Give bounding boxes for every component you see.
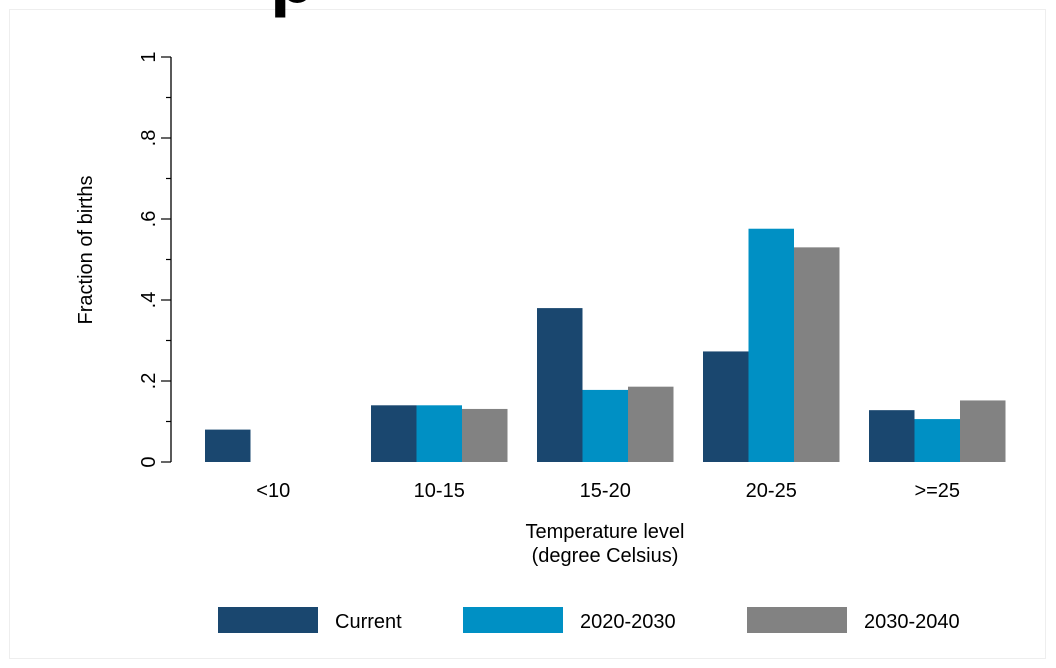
bar — [582, 389, 628, 462]
y-tick-label: 1 — [138, 51, 160, 62]
bar — [960, 400, 1006, 462]
legend-swatch — [463, 607, 563, 633]
x-axis-title: Temperature level — [526, 521, 685, 543]
bar — [914, 419, 960, 462]
x-tick-label: <10 — [256, 480, 290, 502]
bar — [205, 429, 251, 462]
clipped-title-fragment: p — [270, 0, 315, 14]
y-tick-label: .8 — [138, 130, 160, 147]
bar — [628, 386, 674, 462]
legend-swatch — [218, 607, 318, 633]
bar — [794, 247, 840, 462]
x-tick-label: 10-15 — [414, 480, 465, 502]
bar — [703, 351, 749, 462]
bars — [205, 228, 1006, 462]
y-tick-label: .2 — [138, 373, 160, 390]
bar — [537, 308, 583, 462]
axis-titles: Temperature level(degree Celsius) Fractio… — [75, 176, 684, 567]
chart-frame — [9, 9, 1046, 659]
y-axis-title: Fraction of births — [75, 176, 97, 325]
y-tick-label: .4 — [138, 292, 160, 309]
y-tick-label: .6 — [138, 211, 160, 228]
legend-swatch — [747, 607, 847, 633]
y-tick-label: 0 — [138, 456, 160, 467]
x-tick-label: >=25 — [914, 480, 960, 502]
bar — [869, 410, 915, 462]
legend-label: 2030-2040 — [864, 611, 960, 633]
bar — [462, 408, 508, 462]
y-axis: 0 .2 .4 .6 .8 1 — [138, 51, 172, 468]
x-axis-labels: <10 10-15 15-20 20-25 >=25 — [256, 480, 960, 502]
x-tick-label: 15-20 — [580, 480, 631, 502]
bar — [371, 405, 417, 462]
bar — [416, 405, 462, 462]
bar — [748, 228, 794, 462]
x-tick-label: 20-25 — [746, 480, 797, 502]
legend: Current 2020-2030 2030-2040 — [218, 607, 960, 633]
x-axis-title: (degree Celsius) — [532, 545, 679, 567]
legend-label: 2020-2030 — [580, 611, 676, 633]
legend-label: Current — [335, 611, 402, 633]
